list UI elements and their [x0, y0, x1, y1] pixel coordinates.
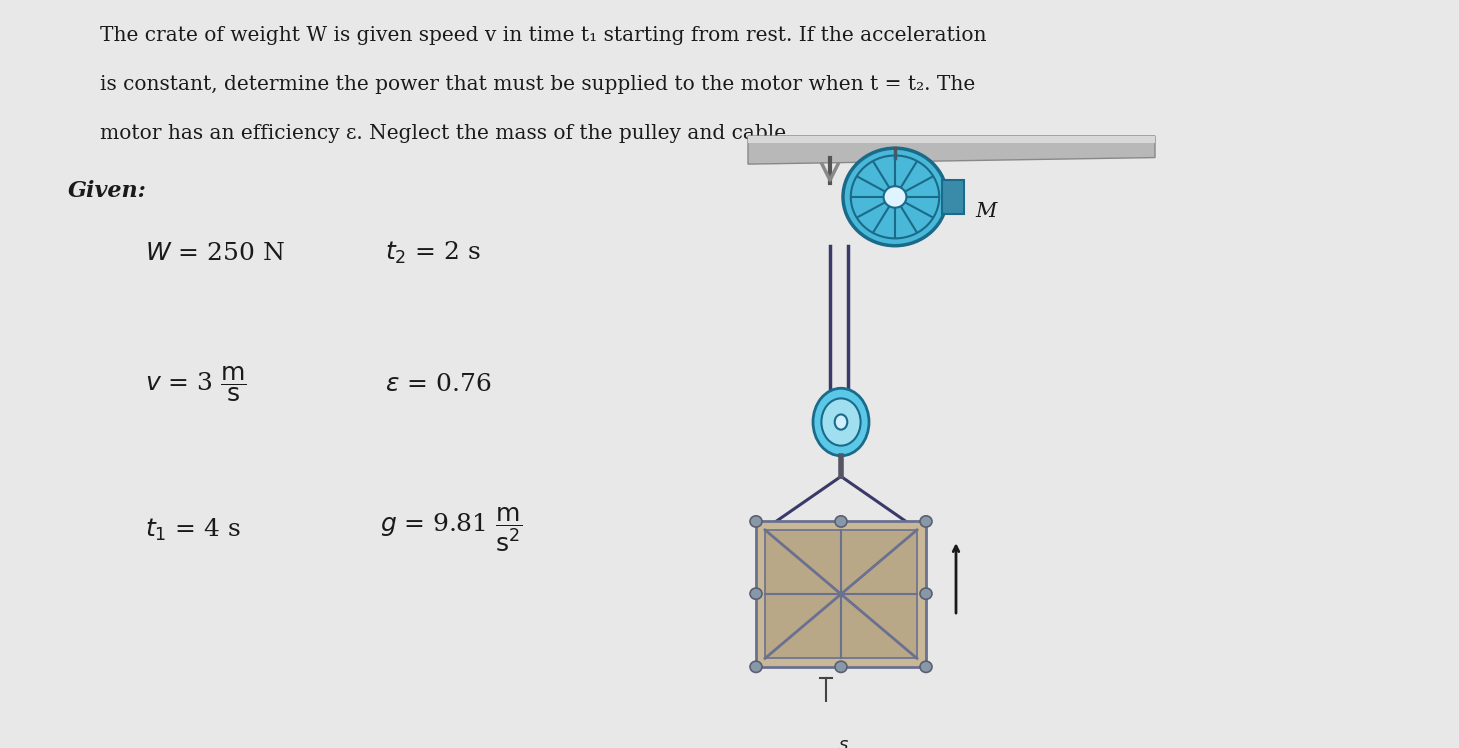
Circle shape — [921, 661, 932, 672]
Ellipse shape — [821, 399, 861, 446]
Text: $\mathit{W}$ = 250 N: $\mathit{W}$ = 250 N — [144, 242, 285, 265]
Text: $\varepsilon$ = 0.76: $\varepsilon$ = 0.76 — [385, 373, 492, 396]
Bar — [765, 530, 918, 658]
Circle shape — [750, 516, 762, 527]
Ellipse shape — [835, 414, 848, 429]
Circle shape — [921, 516, 932, 527]
Circle shape — [884, 186, 906, 208]
Ellipse shape — [813, 388, 870, 456]
Text: $t_1$ = 4 s: $t_1$ = 4 s — [144, 517, 241, 543]
Circle shape — [750, 661, 762, 672]
Text: M: M — [975, 201, 996, 221]
Circle shape — [835, 661, 848, 672]
Circle shape — [750, 588, 762, 599]
Polygon shape — [748, 136, 1156, 164]
Text: $t_2$ = 2 s: $t_2$ = 2 s — [385, 240, 481, 266]
Text: is constant, determine the power that must be supplied to the motor when t = t₂.: is constant, determine the power that mu… — [101, 75, 975, 94]
Bar — [943, 180, 964, 214]
Text: Given:: Given: — [69, 180, 147, 202]
Circle shape — [921, 588, 932, 599]
Text: $v$ = 3 $\dfrac{\mathrm{m}}{\mathrm{s}}$: $v$ = 3 $\dfrac{\mathrm{m}}{\mathrm{s}}$ — [144, 364, 247, 405]
Text: The crate of weight W is given speed v in time t₁ starting from rest. If the acc: The crate of weight W is given speed v i… — [101, 26, 986, 46]
Text: motor has an efficiency ε. Neglect the mass of the pulley and cable.: motor has an efficiency ε. Neglect the m… — [101, 124, 792, 143]
Circle shape — [843, 148, 947, 245]
Polygon shape — [748, 136, 1156, 144]
Text: $s$: $s$ — [837, 736, 849, 748]
Bar — [756, 521, 926, 666]
Circle shape — [835, 516, 848, 527]
Text: $g$ = 9.81 $\dfrac{\mathrm{m}}{\mathrm{s}^2}$: $g$ = 9.81 $\dfrac{\mathrm{m}}{\mathrm{s… — [379, 506, 522, 554]
